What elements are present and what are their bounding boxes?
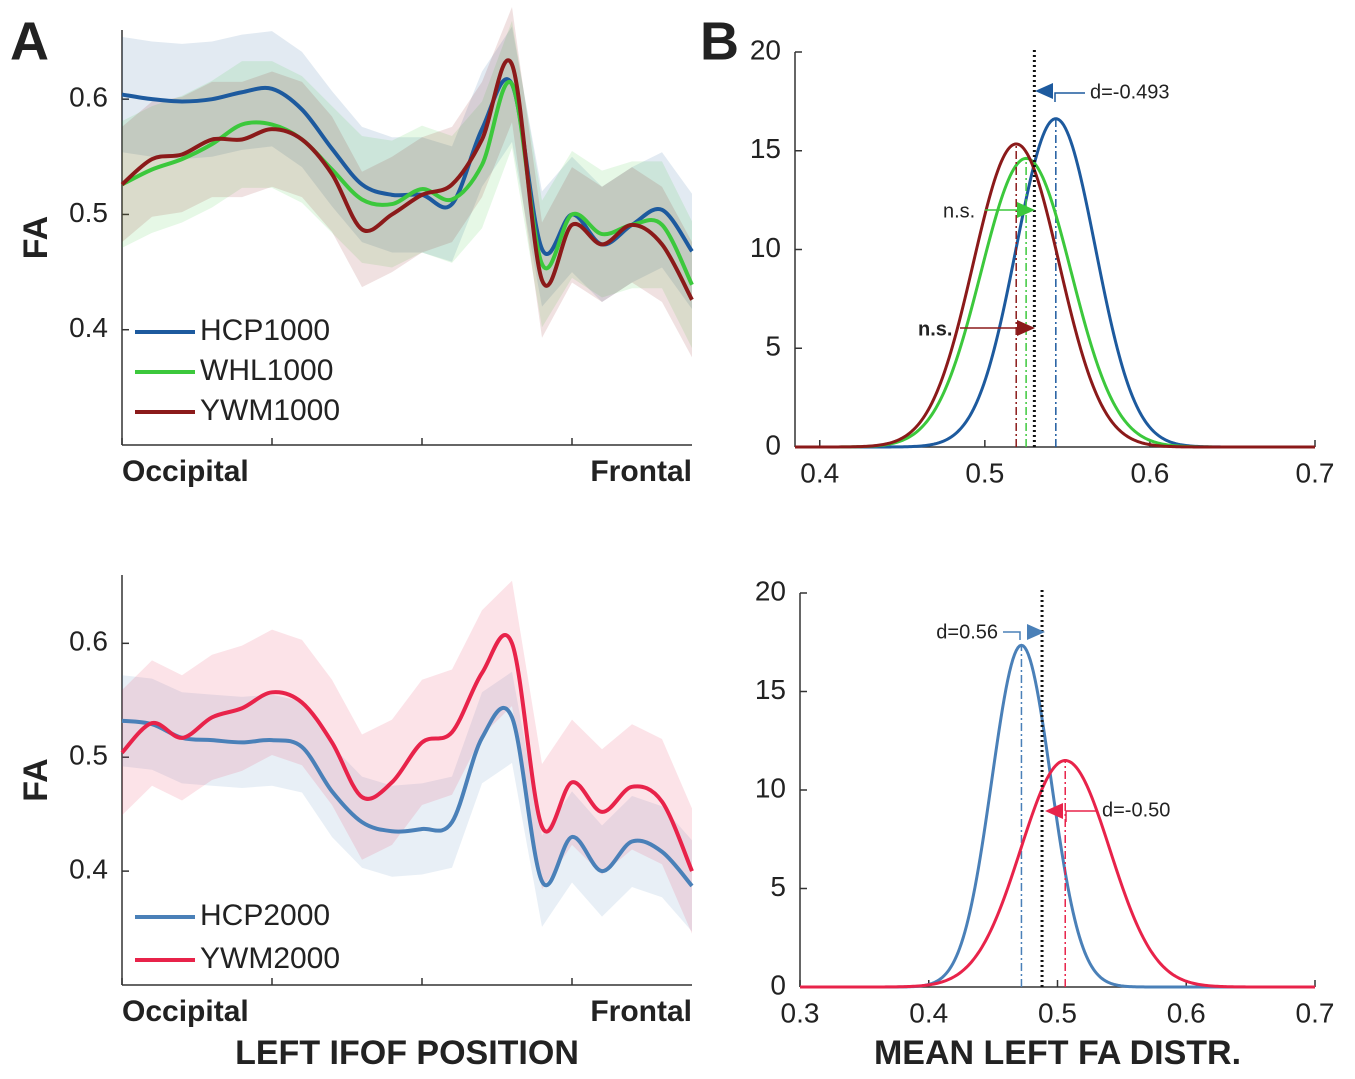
y-tick-label: 5 — [770, 871, 786, 902]
x-start-label: Occipital — [122, 995, 249, 1028]
annotation-leader — [1054, 92, 1085, 102]
x-tick-label: 0.4 — [800, 457, 839, 488]
x-axis-label: LEFT IFOF POSITION — [235, 1034, 579, 1072]
x-tick-label: 0.7 — [1296, 457, 1335, 488]
x-tick-label: 0.5 — [1038, 997, 1077, 1028]
panel-label: B — [700, 11, 739, 71]
density-curve — [795, 156, 1315, 449]
x-start-label: Occipital — [122, 455, 249, 488]
x-end-label: Frontal — [590, 455, 692, 488]
legend-label: YWM2000 — [200, 942, 340, 975]
annotation-leader — [1065, 810, 1097, 822]
y-tick-label: 10 — [755, 772, 786, 803]
y-axis-label: FA — [17, 758, 55, 801]
annotation-arrow — [1045, 803, 1063, 819]
legend-label: HCP1000 — [200, 314, 330, 347]
y-axis-label: FA — [17, 216, 55, 259]
density-curve — [795, 142, 1315, 449]
legend-label: YWM1000 — [200, 394, 340, 427]
annotation: d=0.56 — [936, 621, 998, 643]
y-tick-label: 20 — [755, 575, 786, 606]
x-tick-label: 0.7 — [1296, 997, 1335, 1028]
density-curve — [795, 117, 1315, 449]
y-tick-label: 20 — [750, 34, 781, 65]
x-tick-label: 0.6 — [1130, 457, 1169, 488]
legend-label: HCP2000 — [200, 899, 330, 932]
annotation-arrow — [1027, 624, 1045, 640]
y-tick-label: 5 — [765, 331, 781, 362]
annotation-arrow — [1035, 83, 1053, 99]
y-tick-label: 0.6 — [69, 82, 108, 113]
confidence-band — [122, 671, 692, 932]
y-tick-label: 15 — [750, 133, 781, 164]
x-tick-label: 0.5 — [965, 457, 1004, 488]
y-tick-label: 0.4 — [69, 312, 108, 343]
x-tick-label: 0.6 — [1167, 997, 1206, 1028]
annotation-leader — [1003, 631, 1021, 640]
annotation: d=-0.493 — [1090, 81, 1170, 103]
y-tick-label: 0 — [765, 429, 781, 460]
series-line — [120, 633, 694, 872]
y-tick-label: 0 — [770, 969, 786, 1000]
y-tick-label: 0.6 — [69, 626, 108, 657]
y-tick-label: 10 — [750, 232, 781, 263]
density-curve — [800, 759, 1315, 989]
series-line — [121, 79, 694, 286]
series-line — [120, 58, 694, 301]
annotation-arrow — [1017, 320, 1035, 336]
y-tick-label: 15 — [755, 674, 786, 705]
confidence-band — [122, 580, 692, 934]
x-tick-label: 0.4 — [909, 997, 948, 1028]
x-axis-label: MEAN LEFT FA DISTR. — [874, 1034, 1241, 1072]
series-line — [121, 706, 694, 888]
legend-label: WHL1000 — [200, 354, 333, 387]
panel-label: A — [10, 11, 49, 71]
confidence-band — [122, 26, 692, 309]
annotation: d=-0.50 — [1102, 799, 1170, 821]
x-end-label: Frontal — [590, 995, 692, 1028]
annotation: n.s. — [943, 200, 975, 222]
y-tick-label: 0.4 — [69, 854, 108, 885]
y-tick-label: 0.5 — [69, 197, 108, 228]
annotation-arrow — [1017, 202, 1035, 218]
confidence-band — [122, 6, 692, 358]
annotation: n.s. — [918, 318, 952, 340]
y-tick-label: 0.5 — [69, 740, 108, 771]
x-tick-label: 0.3 — [781, 997, 820, 1028]
